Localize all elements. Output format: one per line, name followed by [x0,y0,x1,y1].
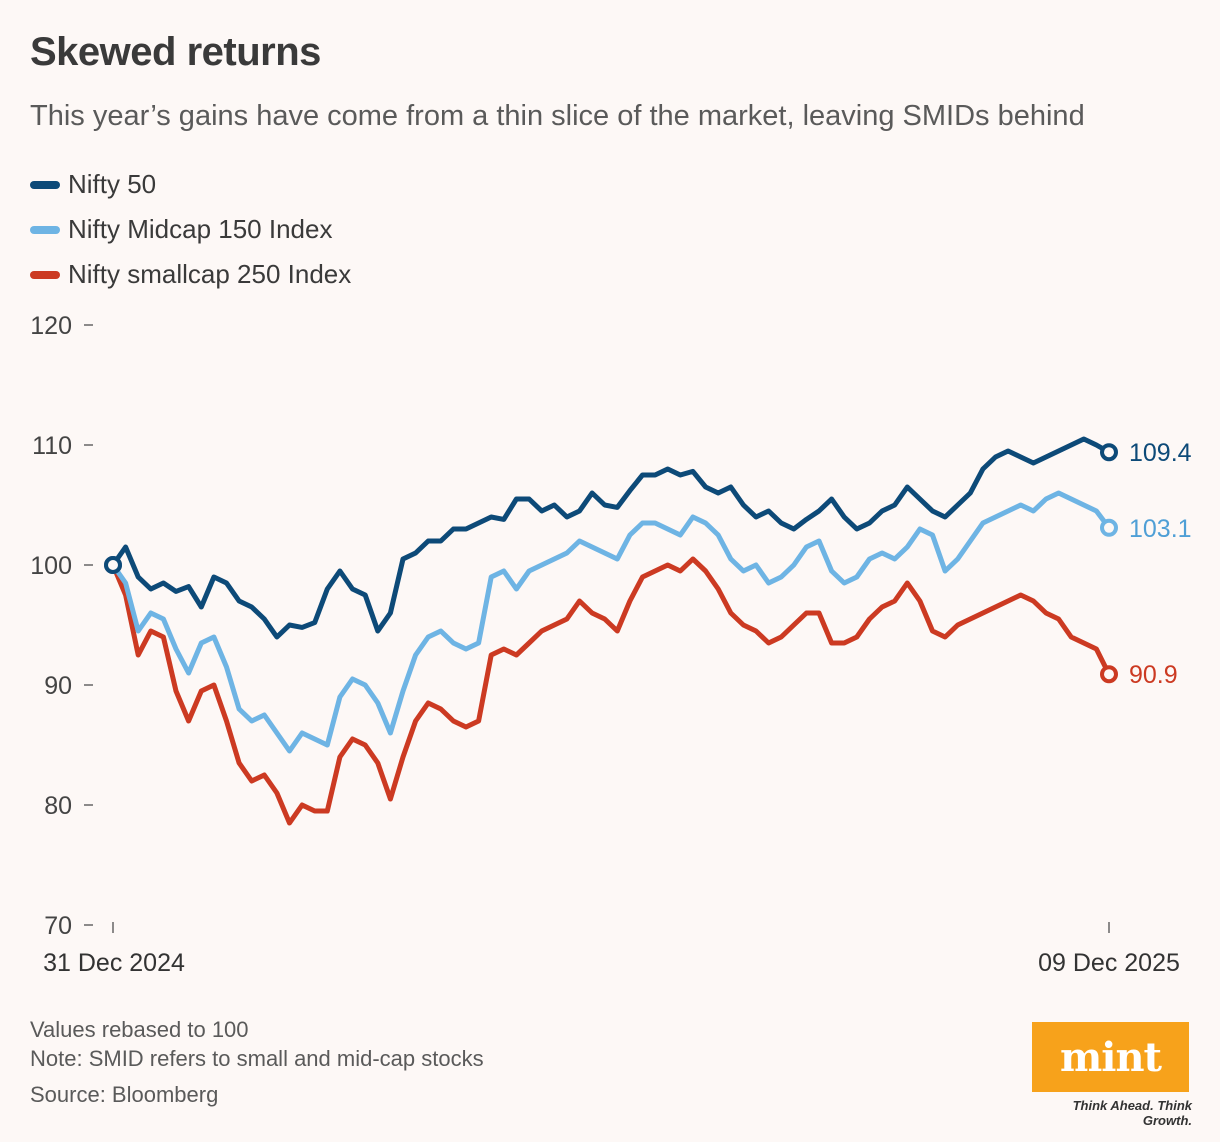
series-line-1 [110,490,1112,754]
legend-label-midcap: Nifty Midcap 150 Index [68,214,333,244]
end-marker-2 [1100,665,1118,684]
end-marker-1 [1100,518,1118,537]
line-chart: 70 80 90 100 110 120 31 Dec 2024 09 Dec 2025 9… [30,312,1192,977]
legend-label-smallcap: Nifty smallcap 250 Index [68,259,352,289]
legend: Nifty 50 Nifty Midcap 150 Index Nifty sm… [30,162,351,297]
y-tick-label: 80 [44,792,72,820]
legend-label-nifty50: Nifty 50 [68,169,157,199]
note-rebased: Values rebased to 100 [30,1017,249,1042]
y-tick-label: 110 [32,432,72,460]
legend-swatch-midcap [30,225,60,234]
x-tick-label: 09 Dec 2025 [1038,949,1180,977]
y-tick-label: 90 [44,672,72,700]
end-label-2: 90.9 [1129,661,1178,689]
series-group: 90.9 103.1 109.4 [104,436,1192,826]
series-line-2 [110,556,1112,826]
note-smid: Note: SMID refers to small and mid-cap s… [30,1046,484,1071]
mint-logo: mint [1032,1022,1189,1092]
end-marker-0 [1100,443,1118,462]
legend-swatch-smallcap [30,270,60,279]
y-tick-label: 70 [44,912,72,940]
end-label-1: 103.1 [1129,515,1192,543]
series-line-0 [110,436,1112,640]
x-tick-label: 31 Dec 2024 [43,949,185,977]
x-axis: 31 Dec 2024 09 Dec 2025 [43,922,1180,977]
legend-swatch-nifty50 [30,180,60,189]
legend-item-nifty50: Nifty 50 [30,162,351,207]
start-marker-0 [104,556,122,574]
chart-title: Skewed returns [30,30,321,74]
legend-item-smallcap: Nifty smallcap 250 Index [30,252,351,297]
logo-tagline: Think Ahead. Think Growth. [1072,1098,1192,1128]
y-tick-label: 100 [30,552,72,580]
chart-subtitle: This year’s gains have come from a thin … [30,100,1085,132]
y-tick-label: 120 [30,312,72,340]
chart-notes: Values rebased to 100 Note: SMID refers … [30,1015,484,1073]
source-note: Source: Bloomberg [30,1082,219,1107]
y-axis: 70 80 90 100 110 120 [30,312,93,940]
end-label-0: 109.4 [1129,439,1192,467]
legend-item-midcap: Nifty Midcap 150 Index [30,207,351,252]
